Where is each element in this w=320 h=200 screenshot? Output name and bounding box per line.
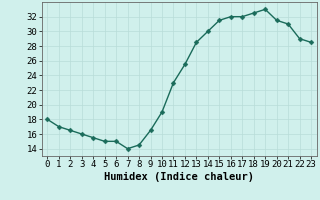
X-axis label: Humidex (Indice chaleur): Humidex (Indice chaleur) (104, 172, 254, 182)
